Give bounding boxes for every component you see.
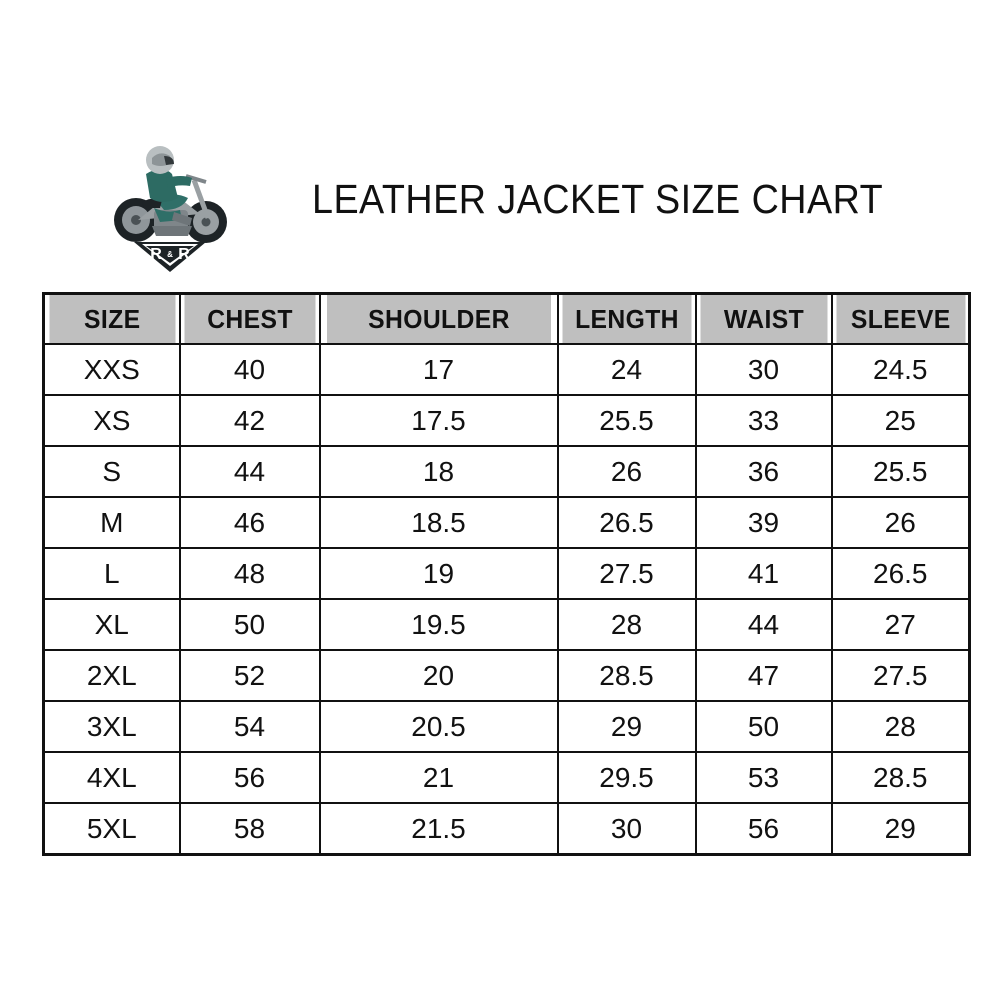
cell-shoulder: 17 — [318, 343, 559, 396]
cell-size: XS — [42, 394, 181, 447]
cell-sleeve: 24.5 — [830, 343, 971, 396]
cell-shoulder: 20.5 — [318, 700, 559, 753]
cell-sleeve: 26 — [830, 496, 971, 549]
cell-chest: 52 — [178, 649, 321, 702]
cell-waist: 36 — [694, 445, 833, 498]
cell-sleeve: 27 — [830, 598, 971, 651]
table-row: M 46 18.5 26.5 39 26 — [42, 496, 971, 549]
chart-header: R & R LEATHER JACKET SIZE CHART — [0, 140, 1000, 275]
cell-waist: 47 — [694, 649, 833, 702]
cell-size: 5XL — [42, 802, 181, 856]
rr-motorcycle-logo: R & R — [108, 140, 232, 272]
cell-chest: 42 — [178, 394, 321, 447]
size-chart-table-body: XXS 40 17 24 30 24.5 XS 42 17.5 25.5 33 25 S 44 18 26 36… — [42, 343, 971, 856]
cell-shoulder: 20 — [318, 649, 559, 702]
column-header-waist: WAIST — [697, 292, 830, 345]
cell-size: XXS — [42, 343, 181, 396]
cell-length: 28.5 — [556, 649, 697, 702]
table-row: 5XL 58 21.5 30 56 29 — [42, 802, 971, 856]
cell-shoulder: 18.5 — [318, 496, 559, 549]
table-row: S 44 18 26 36 25.5 — [42, 445, 971, 498]
cell-length: 29.5 — [556, 751, 697, 804]
cell-size: 2XL — [42, 649, 181, 702]
cell-sleeve: 28 — [830, 700, 971, 753]
cell-size: XL — [42, 598, 181, 651]
cell-length: 28 — [556, 598, 697, 651]
cell-waist: 33 — [694, 394, 833, 447]
cell-length: 27.5 — [556, 547, 697, 600]
badge-ampersand: & — [167, 250, 173, 259]
cell-length: 26 — [556, 445, 697, 498]
cell-length: 29 — [556, 700, 697, 753]
cell-shoulder: 19.5 — [318, 598, 559, 651]
table-row: XL 50 19.5 28 44 27 — [42, 598, 971, 651]
cell-sleeve: 27.5 — [830, 649, 971, 702]
table-row: 4XL 56 21 29.5 53 28.5 — [42, 751, 971, 804]
cell-sleeve: 25.5 — [830, 445, 971, 498]
cell-sleeve: 26.5 — [830, 547, 971, 600]
cell-chest: 50 — [178, 598, 321, 651]
cell-shoulder: 19 — [318, 547, 559, 600]
cell-waist: 50 — [694, 700, 833, 753]
cell-sleeve: 25 — [830, 394, 971, 447]
cell-shoulder: 21 — [318, 751, 559, 804]
column-header-shoulder: SHOULDER — [324, 292, 553, 345]
size-chart-table: SIZE CHEST SHOULDER LENGTH WAIST SLEEVE … — [42, 292, 971, 856]
table-row: XXS 40 17 24 30 24.5 — [42, 343, 971, 396]
cell-size: 4XL — [42, 751, 181, 804]
cell-size: S — [42, 445, 181, 498]
table-row: 2XL 52 20 28.5 47 27.5 — [42, 649, 971, 702]
cell-waist: 44 — [694, 598, 833, 651]
cell-waist: 39 — [694, 496, 833, 549]
cell-sleeve: 28.5 — [830, 751, 971, 804]
cell-waist: 30 — [694, 343, 833, 396]
cell-length: 25.5 — [556, 394, 697, 447]
cell-size: 3XL — [42, 700, 181, 753]
cell-chest: 46 — [178, 496, 321, 549]
cell-chest: 44 — [178, 445, 321, 498]
cell-length: 24 — [556, 343, 697, 396]
cell-shoulder: 18 — [318, 445, 559, 498]
cell-length: 26.5 — [556, 496, 697, 549]
motorcycle-icon: R & R — [114, 146, 227, 272]
column-header-length: LENGTH — [560, 292, 693, 345]
table-row: L 48 19 27.5 41 26.5 — [42, 547, 971, 600]
cell-size: L — [42, 547, 181, 600]
table-header-row: SIZE CHEST SHOULDER LENGTH WAIST SLEEVE — [44, 292, 970, 345]
cell-sleeve: 29 — [830, 802, 971, 856]
cell-size: M — [42, 496, 181, 549]
cell-chest: 48 — [178, 547, 321, 600]
cell-chest: 40 — [178, 343, 321, 396]
cell-shoulder: 21.5 — [318, 802, 559, 856]
page-title: LEATHER JACKET SIZE CHART — [312, 176, 884, 222]
badge-right-letter: R — [178, 246, 190, 263]
badge-left-letter: R — [150, 246, 162, 263]
table-row: 3XL 54 20.5 29 50 28 — [42, 700, 971, 753]
table-row: XS 42 17.5 25.5 33 25 — [42, 394, 971, 447]
column-header-sleeve: SLEEVE — [834, 292, 967, 345]
cell-length: 30 — [556, 802, 697, 856]
column-header-size: SIZE — [45, 292, 178, 345]
cell-waist: 53 — [694, 751, 833, 804]
cell-waist: 41 — [694, 547, 833, 600]
size-chart-table-container: SIZE CHEST SHOULDER LENGTH WAIST SLEEVE … — [42, 292, 971, 856]
cell-chest: 54 — [178, 700, 321, 753]
cell-waist: 56 — [694, 802, 833, 856]
cell-shoulder: 17.5 — [318, 394, 559, 447]
cell-chest: 58 — [178, 802, 321, 856]
column-header-chest: CHEST — [182, 292, 317, 345]
cell-chest: 56 — [178, 751, 321, 804]
